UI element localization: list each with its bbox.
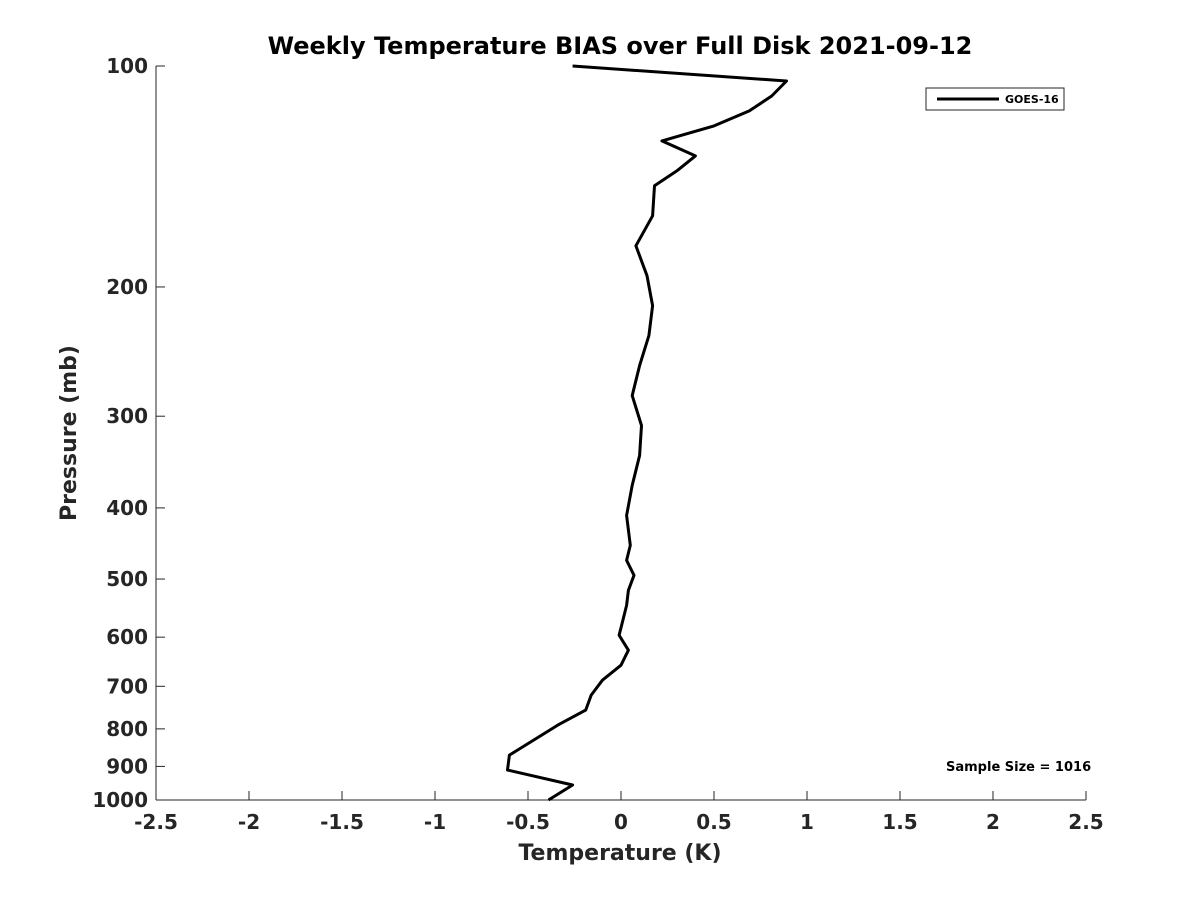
x-tick-label: -2.5 [134,810,178,834]
y-tick-label: 300 [106,404,148,428]
y-tick-label: 100 [106,54,148,78]
y-tick-label: 800 [106,717,148,741]
y-axis-label: Pressure (mb) [57,345,82,521]
x-tick-label: 0 [614,810,628,834]
y-tick-label: 400 [106,496,148,520]
x-axis-label: Temperature (K) [518,841,721,866]
y-tick-label: 200 [106,275,148,299]
x-axis-ticks: -2.5 -2 -1.5 -1 -0.5 0 0.5 1 1.5 2 2.5 [134,791,1104,834]
y-tick-label: 700 [106,674,148,698]
legend-label-goes-16: GOES-16 [1005,93,1059,106]
series-line-goes-16 [506,64,788,802]
chart-title: Weekly Temperature BIAS over Full Disk 2… [268,32,973,60]
x-tick-label: -1.5 [320,810,364,834]
y-tick-label: 600 [106,625,148,649]
x-tick-label: -1 [424,810,446,834]
y-tick-label: 900 [106,754,148,778]
x-tick-label: -0.5 [506,810,550,834]
y-tick-label: 500 [106,567,148,591]
x-tick-label: -2 [238,810,260,834]
sample-size-annotation: Sample Size = 1016 [946,760,1091,775]
y-tick-label: 1000 [92,788,148,812]
x-tick-label: 2 [986,810,1000,834]
y-axis-ticks: 100 200 300 400 500 600 700 800 900 1000 [92,54,165,812]
x-tick-label: 1 [800,810,814,834]
x-tick-label: 1.5 [882,810,917,834]
legend: GOES-16 [925,87,1065,111]
x-tick-label: 0.5 [696,810,731,834]
x-tick-label: 2.5 [1068,810,1103,834]
